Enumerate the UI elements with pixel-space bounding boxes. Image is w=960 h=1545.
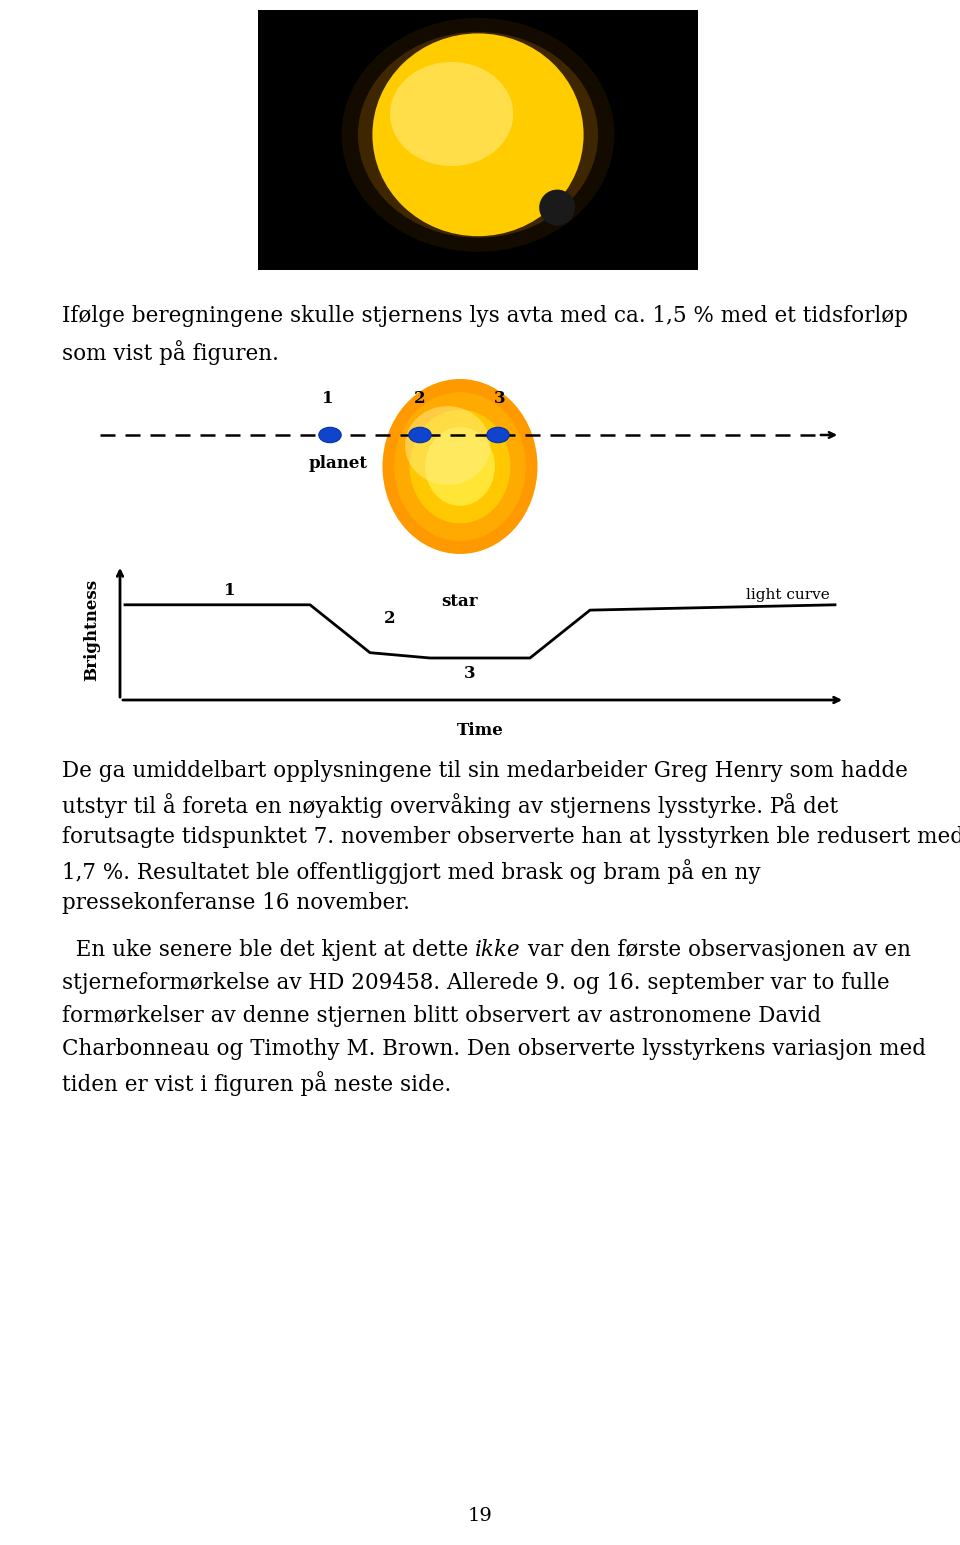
Ellipse shape <box>375 46 580 222</box>
Text: 3: 3 <box>494 389 506 406</box>
Text: ikke: ikke <box>475 939 521 961</box>
Text: formørkelser av denne stjernen blitt observert av astronomene David: formørkelser av denne stjernen blitt obs… <box>62 1004 821 1027</box>
Text: star: star <box>442 593 478 610</box>
Ellipse shape <box>395 392 526 541</box>
Ellipse shape <box>425 426 494 505</box>
Text: 2: 2 <box>384 610 396 627</box>
Text: Charbonneau og Timothy M. Brown. Den observerte lysstyrkens variasjon med: Charbonneau og Timothy M. Brown. Den obs… <box>62 1038 926 1060</box>
Text: Time: Time <box>457 722 503 739</box>
Text: utstyr til å foreta en nøyaktig overvåking av stjernens lysstyrke. På det: utstyr til å foreta en nøyaktig overvåki… <box>62 793 838 817</box>
Ellipse shape <box>487 428 509 443</box>
Text: som vist på figuren.: som vist på figuren. <box>62 340 278 365</box>
Circle shape <box>540 190 575 226</box>
Text: var den første observasjonen av en: var den første observasjonen av en <box>521 939 911 961</box>
Ellipse shape <box>372 34 584 236</box>
Text: 1,7 %. Resultatet ble offentliggjort med brask og bram på en ny: 1,7 %. Resultatet ble offentliggjort med… <box>62 859 760 884</box>
Text: stjerneformørkelse av HD 209458. Allerede 9. og 16. september var to fulle: stjerneformørkelse av HD 209458. Allered… <box>62 972 890 993</box>
Text: Brightness: Brightness <box>84 579 101 681</box>
Text: 1: 1 <box>225 582 236 599</box>
Ellipse shape <box>358 32 598 238</box>
Text: forutsagte tidspunktet 7. november observerte han at lysstyrken ble redusert med: forutsagte tidspunktet 7. november obser… <box>62 827 960 848</box>
Ellipse shape <box>405 406 491 485</box>
Text: 1: 1 <box>323 389 334 406</box>
Ellipse shape <box>410 409 511 524</box>
Text: tiden er vist i figuren på neste side.: tiden er vist i figuren på neste side. <box>62 1071 451 1095</box>
Text: planet: planet <box>308 454 368 473</box>
Ellipse shape <box>410 76 546 193</box>
Text: En uke senere ble det kjent at dette: En uke senere ble det kjent at dette <box>62 939 475 961</box>
Text: 2: 2 <box>414 389 426 406</box>
Text: pressekonferanse 16 november.: pressekonferanse 16 november. <box>62 891 410 915</box>
Text: 3: 3 <box>465 664 476 681</box>
Ellipse shape <box>382 379 538 555</box>
Ellipse shape <box>390 62 514 165</box>
Text: Ifølge beregningene skulle stjernens lys avta med ca. 1,5 % med et tidsforløp: Ifølge beregningene skulle stjernens lys… <box>62 304 908 328</box>
Text: 19: 19 <box>468 1506 492 1525</box>
Ellipse shape <box>342 19 614 252</box>
Ellipse shape <box>394 62 563 207</box>
Text: light curve: light curve <box>746 587 830 603</box>
Text: De ga umiddelbart opplysningene til sin medarbeider Greg Henry som hadde: De ga umiddelbart opplysningene til sin … <box>62 760 908 782</box>
Ellipse shape <box>409 428 431 443</box>
Bar <box>258 9 698 270</box>
Ellipse shape <box>319 428 341 443</box>
